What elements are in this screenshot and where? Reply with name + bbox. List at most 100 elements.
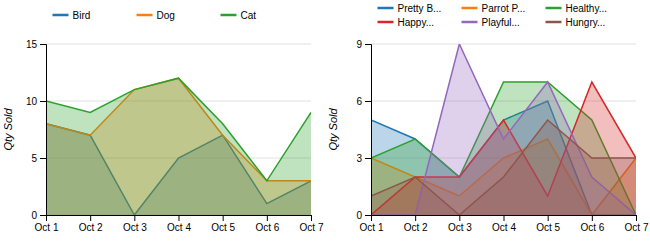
- tick-label: Oct 6: [580, 222, 604, 233]
- legend-label: Parrot P...: [482, 3, 526, 14]
- tick-mark: [223, 215, 224, 221]
- marks: [46, 78, 311, 215]
- tick-label: 6: [356, 96, 362, 107]
- legend-swatch: [221, 14, 237, 17]
- legend-swatch: [462, 7, 478, 10]
- x-tick: Oct 6: [580, 215, 604, 233]
- tick-label: 15: [26, 39, 38, 50]
- x-axis: Oct 1 Oct 2 Oct 3 Oct 4 Oct 5 Oct 6 Oct 7: [360, 215, 649, 233]
- tick-label: 0: [31, 210, 37, 221]
- tick-mark: [365, 158, 371, 159]
- x-tick: Oct 5: [211, 215, 235, 233]
- line: [371, 44, 636, 215]
- tick-label: Oct 4: [492, 222, 516, 233]
- grid: [46, 44, 311, 215]
- tick-mark: [365, 215, 371, 216]
- area: [371, 120, 636, 215]
- tick-label: Oct 6: [255, 222, 279, 233]
- x-tick: Oct 4: [167, 215, 191, 233]
- legend-item: Healthy...: [546, 3, 608, 14]
- tick-mark: [415, 215, 416, 221]
- legend-swatch: [546, 7, 562, 10]
- legend-label: Pretty B...: [398, 3, 442, 14]
- tick-mark: [504, 215, 505, 221]
- line: [371, 120, 636, 215]
- y-tick: 15: [26, 39, 46, 50]
- x-tick: Oct 7: [300, 215, 324, 233]
- tick-label: Oct 1: [360, 222, 384, 233]
- series: [46, 78, 311, 215]
- legend: BirdDogCat: [53, 10, 257, 21]
- tick-label: Oct 3: [448, 222, 472, 233]
- x-tick: Oct 7: [625, 215, 649, 233]
- x-tick: Oct 6: [255, 215, 279, 233]
- series: [371, 120, 636, 215]
- legend-swatch: [546, 21, 562, 24]
- legend-swatch: [462, 21, 478, 24]
- series: [371, 44, 636, 215]
- legend-item: Dog: [137, 10, 175, 21]
- x-tick: Oct 1: [360, 215, 384, 233]
- tick-label: Oct 1: [35, 222, 59, 233]
- tick-label: Oct 7: [300, 222, 324, 233]
- legend-swatch: [378, 7, 394, 10]
- x-tick: Oct 3: [448, 215, 472, 233]
- y-tick: 10: [26, 96, 46, 107]
- y-tick: 3: [356, 153, 371, 164]
- x-axis: Oct 1 Oct 2 Oct 3 Oct 4 Oct 5 Oct 6 Oct 7: [35, 215, 324, 233]
- legend-label: Hungry...: [566, 17, 606, 28]
- marks: [371, 44, 636, 215]
- y-tick: 6: [356, 96, 371, 107]
- legend-item: Hungry...: [546, 17, 606, 28]
- x-tick: Oct 2: [79, 215, 103, 233]
- tick-mark: [134, 215, 135, 221]
- legend-label: Cat: [241, 10, 257, 21]
- tick-label: Oct 4: [167, 222, 191, 233]
- line: [46, 78, 311, 181]
- tick-label: Oct 5: [536, 222, 560, 233]
- legend-label: Happy...: [398, 17, 435, 28]
- tick-mark: [40, 158, 46, 159]
- axis-line: [40, 45, 47, 216]
- legend-item: Happy...: [378, 17, 435, 28]
- area: [371, 44, 636, 215]
- legend-label: Dog: [157, 10, 175, 21]
- tick-mark: [311, 215, 312, 221]
- legend-swatch: [137, 14, 153, 17]
- legend-label: Playful...: [482, 17, 520, 28]
- tick-label: 0: [356, 210, 362, 221]
- y-axis: 0 3 6 9: [356, 39, 371, 221]
- x-tick: Oct 5: [536, 215, 560, 233]
- legend-item: Playful...: [462, 17, 520, 28]
- tick-mark: [179, 215, 180, 221]
- y-axis-title: Qty Sold: [2, 108, 14, 151]
- tick-label: 9: [356, 39, 362, 50]
- y-tick: 0: [31, 210, 46, 221]
- tick-mark: [40, 215, 46, 216]
- tick-label: 3: [356, 153, 362, 164]
- area: [46, 78, 311, 215]
- y-tick: 5: [31, 153, 46, 164]
- tick-label: Oct 7: [625, 222, 649, 233]
- tick-mark: [46, 215, 47, 221]
- legend-item: Cat: [221, 10, 257, 21]
- x-tick: Oct 1: [35, 215, 59, 233]
- tick-mark: [459, 215, 460, 221]
- grid-line: [46, 44, 311, 45]
- tick-mark: [592, 215, 593, 221]
- tick-label: Oct 3: [123, 222, 147, 233]
- tick-label: Oct 2: [404, 222, 428, 233]
- tick-mark: [636, 215, 637, 221]
- tick-mark: [365, 44, 371, 45]
- tick-label: Oct 5: [211, 222, 235, 233]
- tick-mark: [40, 44, 46, 45]
- tick-label: Oct 2: [79, 222, 103, 233]
- grid-line: [371, 44, 636, 45]
- tick-mark: [365, 101, 371, 102]
- axis-line: [47, 216, 312, 222]
- tick-mark: [548, 215, 549, 221]
- tick-mark: [90, 215, 91, 221]
- x-tick: Oct 2: [404, 215, 428, 233]
- legend-swatch: [378, 21, 394, 24]
- tick-label: 10: [26, 96, 38, 107]
